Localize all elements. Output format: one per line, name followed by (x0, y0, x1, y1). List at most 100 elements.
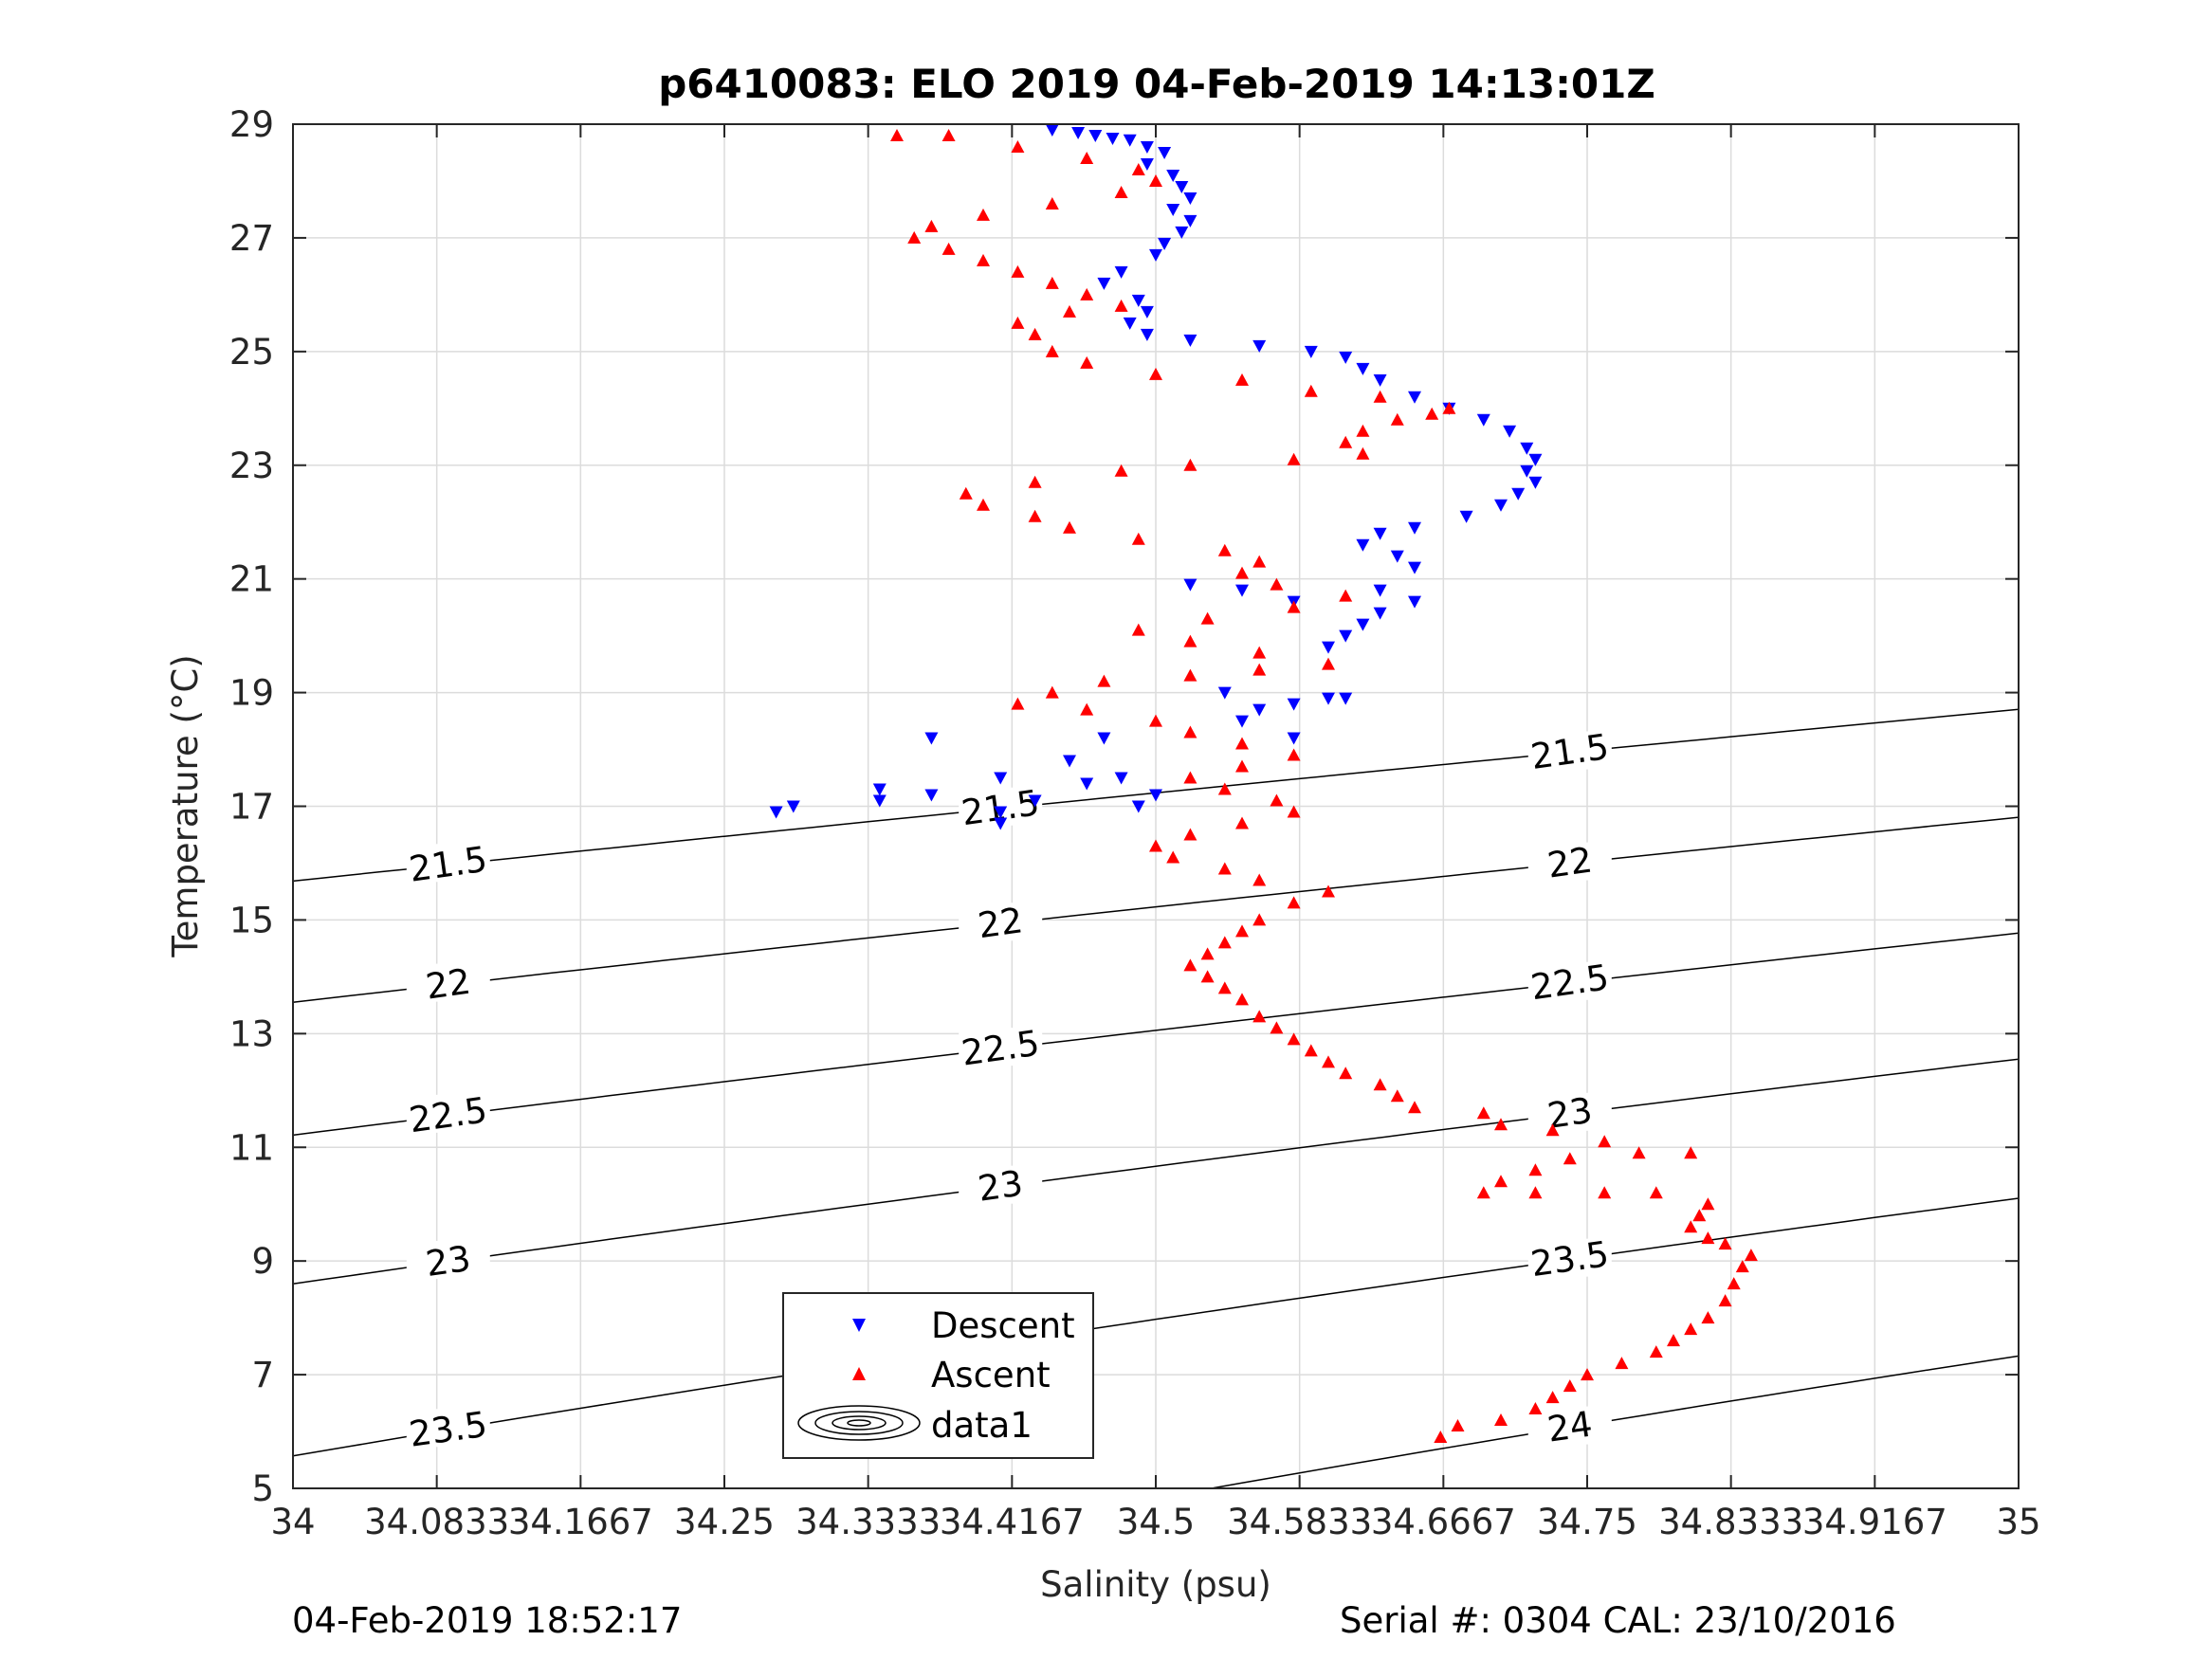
ascent-point (1718, 1294, 1732, 1307)
ascent-point (1425, 407, 1439, 420)
density-contour-label: 22 (976, 900, 1026, 946)
ascent-point (1011, 697, 1025, 710)
legend-box (782, 1292, 1094, 1459)
density-contour-label: 23 (976, 1163, 1026, 1210)
ascent-point (1217, 981, 1232, 994)
ascent-point (1701, 1231, 1715, 1245)
ascent-point (1356, 447, 1370, 460)
descent-point (924, 789, 939, 802)
descent-point (1528, 453, 1543, 466)
ascent-point (1183, 634, 1197, 647)
ascent-point (1563, 1379, 1577, 1393)
legend-ascent-marker (852, 1367, 866, 1380)
ascent-point (1235, 566, 1249, 579)
descent-point (1158, 237, 1172, 250)
ascent-point (1322, 657, 1335, 670)
ascent-point (1131, 162, 1145, 175)
ascent-point (1045, 276, 1059, 289)
ascent-point (1528, 1402, 1543, 1415)
density-contour-line (292, 932, 2020, 1137)
descent-point (1088, 129, 1103, 142)
ascent-point (1373, 1078, 1387, 1091)
descent-point (1149, 789, 1162, 802)
x-tick-label: 34.6667 (1371, 1502, 1516, 1542)
ascent-point (1235, 373, 1249, 386)
contour-label-bg (406, 1094, 490, 1133)
contour-label-bg (1527, 1406, 1612, 1445)
x-tick-label: 34.5 (1117, 1502, 1195, 1542)
y-tick-label: 25 (229, 332, 274, 373)
ascent-point (1270, 1021, 1284, 1034)
ascent-point (1528, 1163, 1543, 1176)
ascent-point (1080, 702, 1094, 716)
x-tick-label: 34.5833 (1227, 1502, 1372, 1542)
ascent-point (1028, 509, 1042, 522)
descent-point (1520, 442, 1534, 455)
legend-descent-label: Descent (931, 1305, 1075, 1346)
contour-label-bg (959, 902, 1043, 941)
ascent-point (1252, 873, 1267, 886)
descent-point (1071, 126, 1086, 139)
footer-timestamp: 04-Feb-2019 18:52:17 (292, 1600, 683, 1641)
ascent-point (941, 128, 956, 141)
ascent-point (1080, 151, 1094, 164)
ascent-point (1149, 714, 1162, 727)
descent-point (1408, 521, 1421, 535)
contour-label-bg (406, 1409, 490, 1448)
descent-point (1356, 362, 1370, 375)
ascent-point (941, 242, 956, 255)
y-tick-label: 19 (229, 673, 274, 714)
ascent-point (1667, 1334, 1680, 1347)
descent-point (1322, 692, 1335, 705)
descent-point (1063, 755, 1076, 768)
density-contour-label: 24 (1545, 1404, 1595, 1450)
ascent-point (1183, 958, 1197, 972)
ascent-point (1080, 356, 1094, 369)
ascent-point (1183, 828, 1197, 841)
descent-point (1140, 157, 1154, 171)
descent-point (1339, 692, 1353, 705)
ascent-point (1304, 384, 1318, 397)
ascent-point (1045, 196, 1059, 210)
ascent-point (1287, 805, 1301, 818)
ascent-point (1287, 748, 1301, 761)
ascent-point (1494, 1175, 1508, 1188)
descent-point (1322, 641, 1335, 654)
ascent-point (1252, 663, 1267, 676)
ascent-point (1718, 1237, 1732, 1250)
y-axis-ticks: 5 7 9 11 13 15 17 19 21 23 25 27 29 (229, 104, 2019, 1509)
descent-point (1183, 578, 1197, 592)
contour-label-bg (1527, 961, 1612, 1000)
legend: Descent Ascent data1 (782, 1292, 1094, 1459)
descent-point (1131, 294, 1145, 307)
descent-point (1494, 499, 1508, 512)
ascent-point (1304, 1044, 1318, 1057)
descent-point (1235, 715, 1249, 728)
density-contour-line (292, 1197, 2020, 1457)
ascent-point (1097, 674, 1111, 687)
ascent-point (1287, 600, 1301, 613)
ascent-point (959, 486, 973, 500)
y-tick-label: 9 (251, 1241, 274, 1282)
ascent-point (1322, 1055, 1335, 1068)
descent-point (1339, 629, 1353, 643)
contour-label-bg (959, 1028, 1043, 1066)
chart-title: p6410083: ELO 2019 04-Feb-2019 14:13:01Z (658, 61, 1655, 107)
x-tick-label: 34.4167 (940, 1502, 1085, 1542)
footer-serial-cal: Serial #: 0304 CAL: 23/10/2016 (1340, 1600, 1896, 1641)
ascent-point (1727, 1277, 1741, 1290)
ascent-point (1615, 1357, 1629, 1370)
descent-point (1106, 132, 1120, 145)
ascent-point (1598, 1135, 1612, 1148)
ascent-point (1011, 264, 1025, 278)
ascent-point (1701, 1197, 1715, 1211)
descent-point (994, 772, 1008, 785)
descent-point (1140, 305, 1154, 319)
density-contour-label: 22 (423, 961, 473, 1008)
ascent-point (1476, 1106, 1490, 1120)
ascent-point (1200, 947, 1215, 960)
ascent-point (907, 230, 922, 244)
x-tick-label: 34.0833 (364, 1502, 509, 1542)
descent-point (924, 732, 939, 745)
ascent-point (1373, 390, 1387, 403)
